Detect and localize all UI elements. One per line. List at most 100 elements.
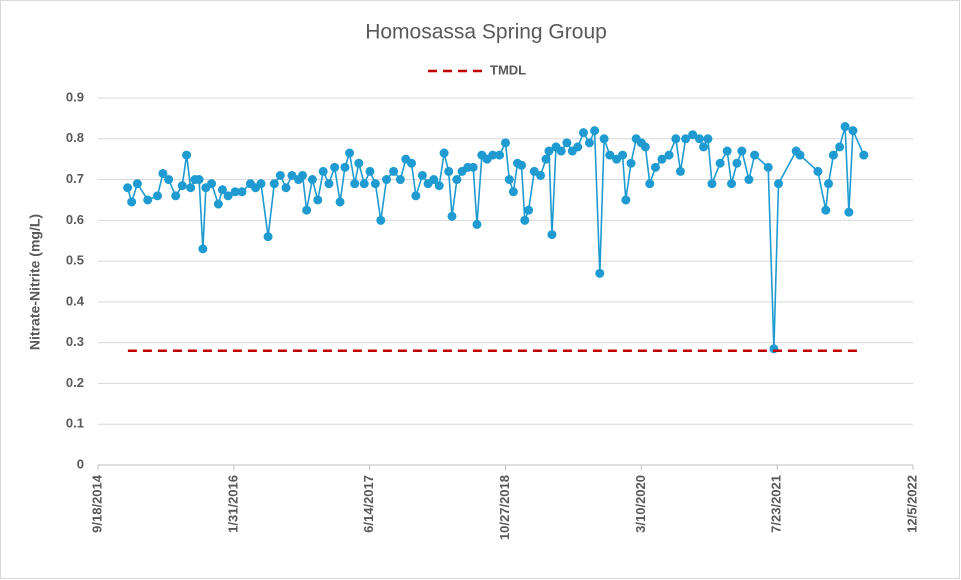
- data-point: [715, 158, 725, 168]
- data-point: [411, 191, 421, 201]
- data-point: [407, 158, 417, 168]
- data-point: [664, 150, 674, 160]
- data-point: [132, 179, 142, 189]
- data-point: [501, 138, 510, 148]
- data-point: [123, 183, 133, 193]
- data-point: [763, 162, 773, 172]
- data-point: [844, 207, 854, 217]
- data-point: [578, 128, 588, 138]
- data-point: [143, 195, 153, 205]
- data-point: [182, 150, 192, 160]
- data-point: [434, 181, 444, 191]
- data-point: [198, 244, 208, 254]
- data-point: [376, 215, 386, 225]
- y-tick-label: 0.7: [66, 171, 84, 186]
- data-point: [177, 181, 187, 191]
- data-point: [584, 138, 594, 148]
- data-point: [859, 150, 869, 160]
- data-point: [744, 175, 754, 185]
- data-point: [495, 150, 505, 160]
- y-tick-label: 0.1: [66, 416, 84, 431]
- data-point: [194, 175, 204, 185]
- data-point: [127, 197, 137, 207]
- data-point: [318, 166, 328, 176]
- y-tick-label: 0.3: [66, 334, 84, 349]
- data-point: [599, 134, 609, 144]
- data-point: [605, 150, 615, 160]
- data-point: [345, 148, 355, 158]
- data-point: [472, 219, 482, 229]
- data-point: [382, 175, 392, 185]
- data-point: [562, 138, 572, 148]
- data-point: [359, 179, 369, 189]
- data-point: [699, 142, 709, 152]
- data-point: [732, 158, 742, 168]
- data-point: [694, 134, 704, 144]
- chart-title: Homosassa Spring Group: [365, 21, 607, 44]
- data-point: [640, 142, 650, 152]
- data-point: [298, 170, 308, 180]
- data-point: [750, 150, 760, 160]
- data-point: [447, 211, 457, 221]
- data-point: [824, 179, 834, 189]
- x-tick-label: 6/14/2017: [361, 475, 376, 533]
- x-tick-label: 10/27/2018: [497, 475, 512, 540]
- data-point: [556, 146, 566, 156]
- data-point: [152, 191, 162, 201]
- y-tick-label: 0.2: [66, 375, 84, 390]
- data-point: [618, 150, 628, 160]
- data-point: [821, 205, 831, 215]
- data-point: [681, 134, 691, 144]
- data-point: [213, 199, 223, 209]
- data-point: [722, 146, 732, 156]
- data-point: [544, 146, 554, 156]
- data-point: [237, 187, 247, 197]
- data-point: [573, 142, 583, 152]
- y-tick-label: 0.8: [66, 130, 84, 145]
- data-point: [536, 170, 546, 180]
- data-point: [774, 179, 784, 189]
- x-tick-label: 1/31/2016: [225, 475, 240, 533]
- data-point: [707, 179, 717, 189]
- data-point: [269, 179, 279, 189]
- data-point: [444, 166, 454, 176]
- data-point: [439, 148, 449, 158]
- data-point: [324, 179, 334, 189]
- data-point: [727, 179, 737, 189]
- data-point: [650, 162, 660, 172]
- data-point: [230, 187, 240, 197]
- data-point: [275, 170, 285, 180]
- data-point: [517, 160, 527, 170]
- data-point: [468, 162, 478, 172]
- x-tick-label: 3/10/2020: [633, 475, 648, 533]
- data-point: [335, 197, 345, 207]
- x-tick-label: 12/5/2022: [904, 475, 919, 533]
- data-point: [330, 162, 340, 172]
- data-point: [389, 166, 399, 176]
- y-tick-label: 0.6: [66, 212, 84, 227]
- data-point: [508, 187, 518, 197]
- data-point: [207, 179, 217, 189]
- x-tick-label: 9/18/2014: [89, 474, 104, 533]
- data-point: [370, 179, 380, 189]
- data-point: [737, 146, 747, 156]
- data-point: [281, 183, 291, 193]
- data-point: [171, 191, 181, 201]
- data-point: [626, 158, 636, 168]
- data-point: [256, 179, 266, 189]
- data-point: [340, 162, 350, 172]
- y-tick-label: 0: [77, 456, 84, 471]
- data-point: [688, 130, 698, 140]
- y-tick-label: 0.4: [66, 293, 85, 308]
- data-point: [657, 154, 667, 164]
- data-point: [452, 175, 462, 185]
- data-point: [365, 166, 375, 176]
- data-point: [541, 154, 551, 164]
- data-point: [703, 134, 713, 144]
- data-point: [429, 175, 439, 185]
- data-point: [313, 195, 323, 205]
- data-point: [395, 175, 405, 185]
- data-point: [186, 183, 196, 193]
